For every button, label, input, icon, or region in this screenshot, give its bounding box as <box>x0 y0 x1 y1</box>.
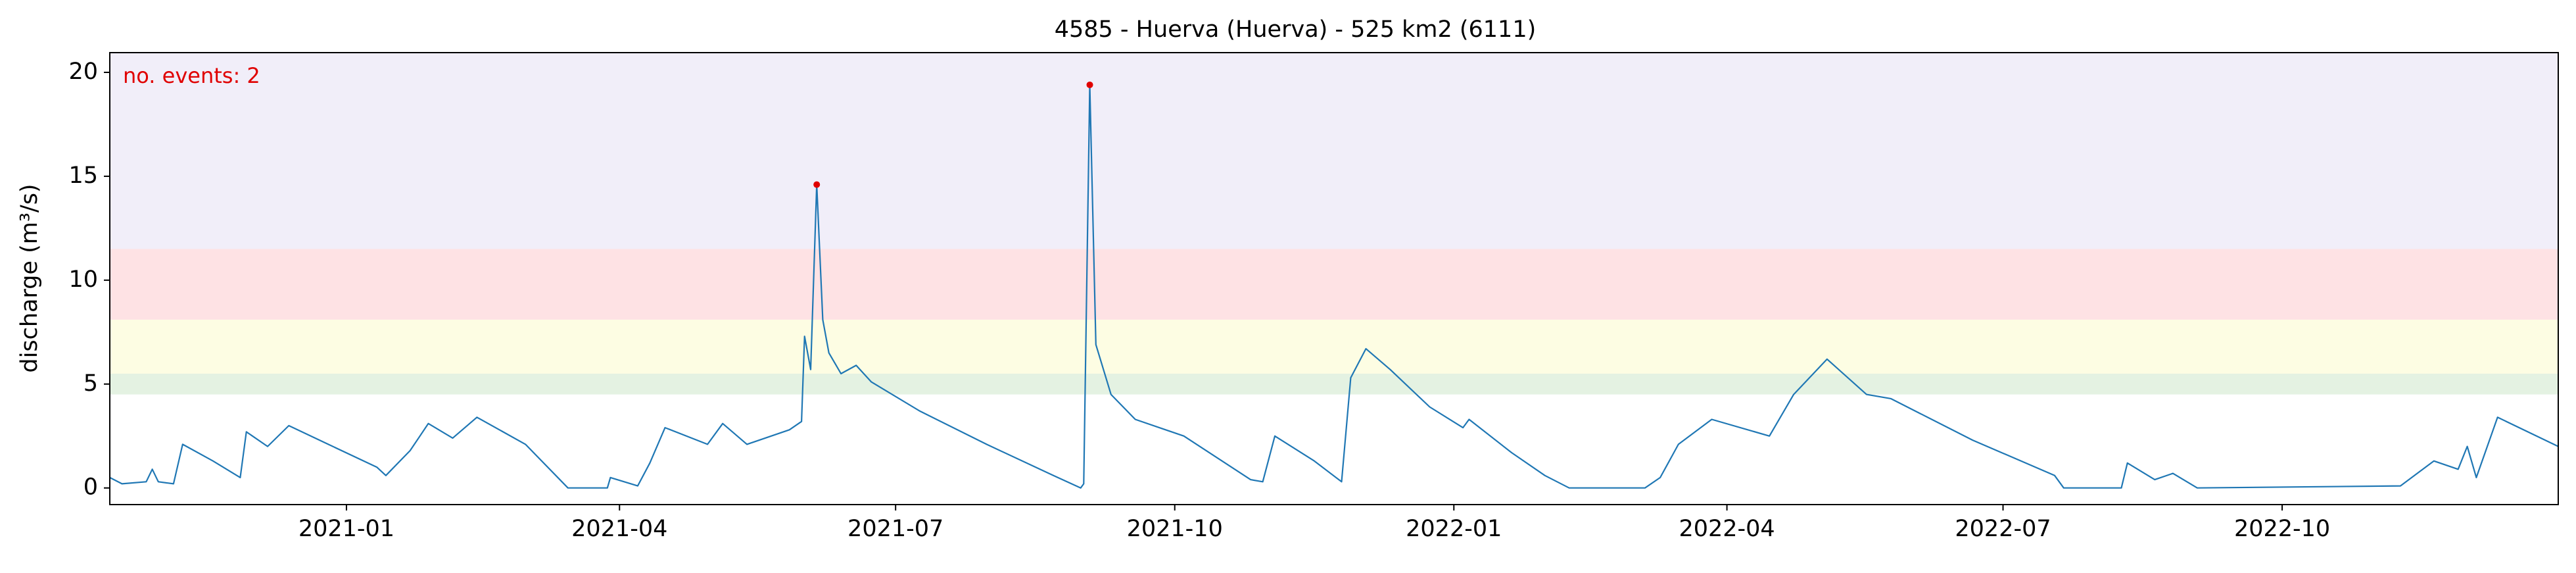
x-tick-label: 2022-07 <box>1955 516 2051 542</box>
threshold-band <box>110 374 2558 395</box>
event-marker <box>813 181 821 188</box>
threshold-band <box>110 53 2558 249</box>
y-tick-label: 5 <box>83 370 98 397</box>
x-tick-label: 2022-01 <box>1406 516 1502 542</box>
x-tick-label: 2021-04 <box>571 516 667 542</box>
x-tick-label: 2022-04 <box>1679 516 1775 542</box>
annotation: no. events: 2 <box>123 63 260 88</box>
y-tick-label: 0 <box>83 474 98 501</box>
discharge-line <box>109 84 2559 489</box>
y-tick-label: 10 <box>68 266 98 293</box>
x-tick-label: 2021-10 <box>1127 516 1223 542</box>
y-tick-label: 15 <box>68 162 98 189</box>
chart-title: 4585 - Huerva (Huerva) - 525 km2 (6111) <box>1055 16 1537 43</box>
threshold-band <box>110 319 2558 374</box>
y-axis-label: discharge (m³/s) <box>16 184 43 372</box>
plot-frame <box>109 52 2559 505</box>
x-tick-label: 2021-01 <box>298 516 394 542</box>
threshold-band <box>110 249 2558 320</box>
x-tick-label: 2021-07 <box>847 516 943 542</box>
x-tick-label: 2022-10 <box>2234 516 2330 542</box>
event-marker <box>1086 81 1093 88</box>
y-tick-label: 20 <box>68 59 98 85</box>
